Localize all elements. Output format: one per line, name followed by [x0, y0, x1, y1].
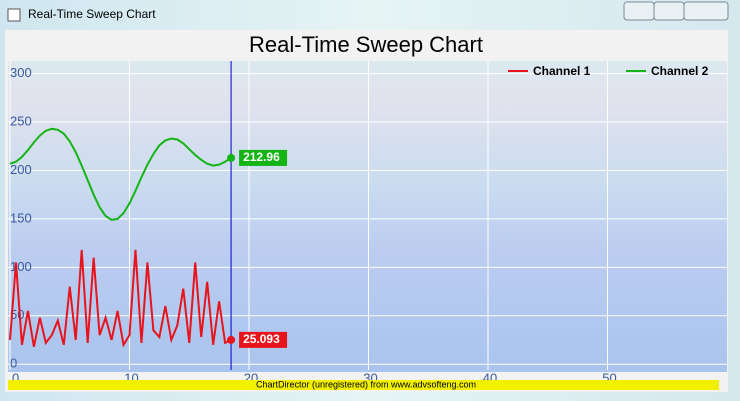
window-title: Real-Time Sweep Chart [28, 7, 156, 21]
plot-area [8, 61, 727, 372]
end-point [227, 335, 236, 344]
value-label: 25.093 [243, 332, 280, 346]
x-tick-label: 0 [12, 370, 19, 385]
close-button[interactable] [683, 1, 729, 21]
footer-bar [8, 380, 719, 390]
minimize-button[interactable] [623, 1, 655, 21]
window-icon [7, 8, 21, 22]
series-line [9, 127, 232, 221]
legend-label: Channel 2 [651, 64, 709, 78]
legend-label: Channel 1 [533, 64, 591, 78]
value-label-box [239, 149, 288, 166]
value-label-box [239, 331, 288, 348]
series-line [9, 249, 232, 348]
footer-text: ChartDirector (unregistered) from www.ad… [256, 379, 476, 389]
value-label: 212.96 [243, 150, 280, 164]
chart-title: Real-Time Sweep Chart [249, 32, 483, 57]
y-tick-label: 0 [10, 356, 17, 371]
y-tick-label: 150 [10, 210, 32, 225]
end-point [227, 153, 236, 162]
maximize-button[interactable] [653, 1, 685, 21]
y-tick-label: 250 [10, 113, 32, 128]
y-tick-label: 100 [10, 259, 32, 274]
y-tick-label: 200 [10, 162, 32, 177]
y-tick-label: 300 [10, 65, 32, 80]
